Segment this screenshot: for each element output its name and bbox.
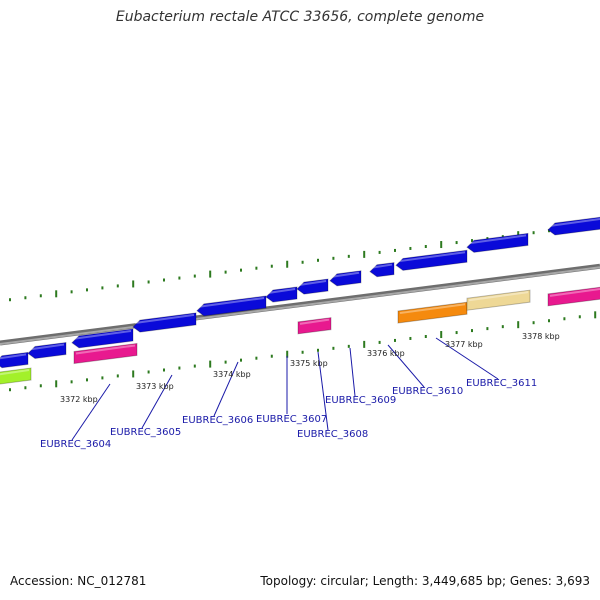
cds-arrow-highlight [0, 353, 27, 360]
cds-arrow-highlight [298, 280, 327, 286]
cds-arrow [296, 278, 329, 295]
gene-features [0, 216, 600, 385]
lime-feature-highlight [0, 369, 30, 376]
map-title: Eubacterium rectale ATCC 33656, complete… [115, 9, 485, 25]
cds-arrow-highlight [29, 343, 65, 351]
inner-tick-marks [9, 311, 597, 392]
cds-arrow [466, 232, 529, 253]
cds-arrow-highlight [468, 234, 527, 245]
label-leader-lines [71, 337, 499, 441]
khaki-feature-highlight [468, 291, 529, 302]
cds-arrow-highlight [198, 296, 265, 308]
cds-arrow [71, 328, 134, 349]
rna-feature [297, 317, 332, 335]
rna-feature-highlight [299, 318, 330, 325]
cds-arrow-highlight [267, 287, 296, 294]
cds-arrow [265, 286, 298, 303]
khaki-feature [466, 289, 531, 311]
backbone-line-inner [0, 266, 600, 345]
leader-line [141, 374, 173, 429]
orange-feature [397, 301, 468, 324]
gene-label: EUBREC_3605 [110, 427, 181, 438]
leader-line [317, 351, 329, 431]
leader-line [71, 383, 111, 441]
kbp-label: 3372 kbp [60, 395, 98, 404]
cds-arrow [395, 249, 468, 271]
accession-text: Accession: NC_012781 [10, 574, 147, 588]
cds-arrow-highlight [73, 329, 132, 340]
kbp-label: 3373 kbp [136, 382, 174, 391]
genome-stats-text: Topology: circular; Length: 3,449,685 bp… [260, 574, 590, 588]
kbp-label: 3378 kbp [522, 332, 560, 341]
cds-arrow-highlight [331, 271, 360, 278]
cds-arrow [27, 341, 67, 360]
leader-line [387, 344, 425, 388]
rna-feature [73, 342, 138, 365]
cds-arrow [132, 312, 197, 333]
gene-label: EUBREC_3611 [466, 378, 537, 389]
cds-arrow [0, 351, 29, 369]
rna-feature-highlight [75, 344, 136, 355]
cds-arrow [196, 295, 267, 317]
cds-arrow-highlight [134, 313, 195, 324]
leader-line [349, 347, 356, 397]
leader-line [213, 361, 239, 417]
cds-arrow [369, 261, 395, 278]
backbone-line [0, 263, 600, 346]
cds-arrow [547, 216, 600, 236]
leader-line [435, 337, 499, 380]
rna-feature [547, 286, 600, 307]
kbp-label: 3376 kbp [367, 349, 405, 358]
kbp-label: 3374 kbp [213, 370, 251, 379]
orange-feature-highlight [399, 303, 466, 315]
gene-label: EUBREC_3607 [256, 414, 327, 425]
gene-label: EUBREC_3610 [392, 386, 463, 397]
kbp-label: 3377 kbp [445, 340, 483, 349]
gene-label: EUBREC_3608 [297, 429, 368, 440]
cds-arrow-highlight [371, 263, 393, 269]
gene-label: EUBREC_3604 [40, 439, 111, 450]
gene-label: EUBREC_3606 [182, 415, 253, 426]
cds-arrow-highlight [397, 251, 466, 263]
lime-feature [0, 367, 32, 385]
rna-feature-highlight [549, 287, 600, 297]
kbp-labels: 3372 kbp 3373 kbp 3374 kbp 3375 kbp 3376 kbp… [60, 332, 560, 404]
gene-label: EUBREC_3609 [325, 395, 396, 406]
kbp-label: 3375 kbp [290, 359, 328, 368]
cds-arrow [329, 270, 362, 287]
cds-arrow-highlight [549, 217, 600, 227]
